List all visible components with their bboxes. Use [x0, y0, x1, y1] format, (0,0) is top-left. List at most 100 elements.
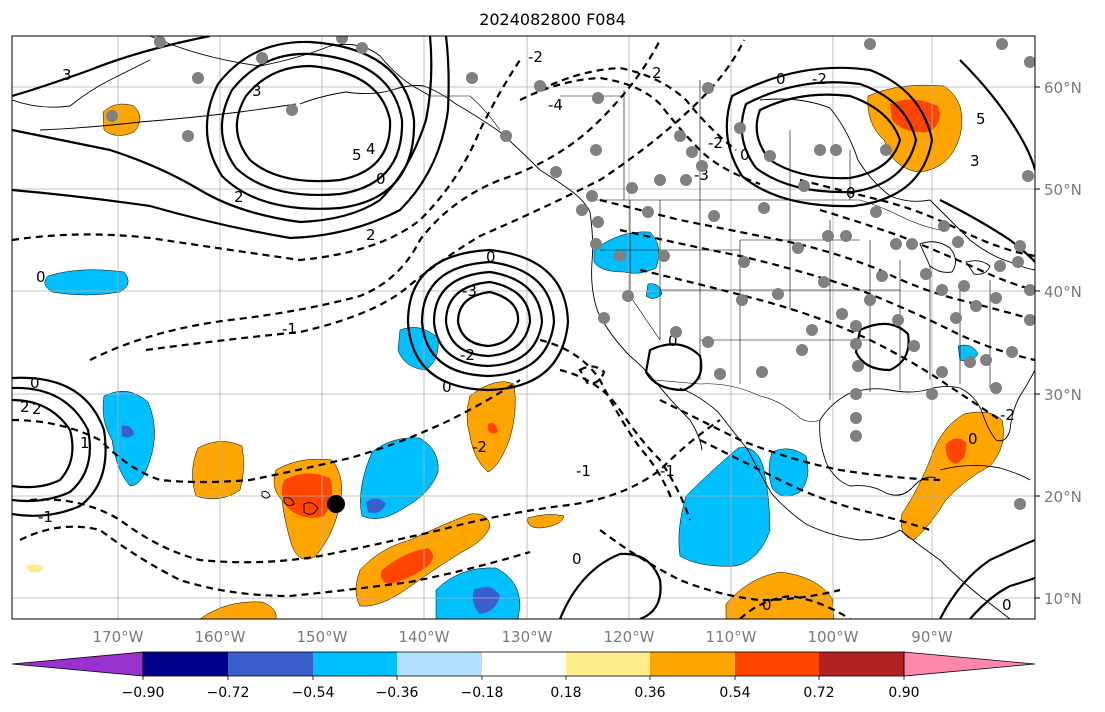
coast-florida	[981, 369, 1035, 442]
shade-orange-small	[527, 514, 565, 529]
station-dot	[880, 144, 892, 156]
station-dot	[836, 308, 848, 320]
contour-label: -2	[460, 346, 475, 364]
contour-label: -1	[576, 462, 591, 480]
border-canada-prov	[560, 80, 851, 200]
station-dot	[106, 110, 118, 122]
colorbar-extend-left	[11, 651, 144, 677]
station-dot	[964, 356, 976, 368]
contour-neg-10	[539, 338, 674, 501]
shade-blue-gulfmx	[768, 448, 809, 497]
contour-neg-19	[799, 178, 1035, 258]
coast-great-lakes	[919, 241, 991, 275]
station-dot	[870, 206, 882, 218]
lat-label-40n: 40°N	[1044, 283, 1082, 301]
station-dot	[576, 204, 588, 216]
shade-blue-mexico	[678, 447, 771, 567]
contour-label: 0	[762, 596, 772, 614]
border-alaska-canada	[430, 95, 501, 131]
contour-label: -2	[472, 438, 487, 456]
contour-hudson-4	[959, 59, 1035, 171]
contour-label: 1	[80, 434, 90, 452]
station-dot	[702, 336, 714, 348]
colorbar-label: −0.36	[376, 685, 419, 701]
contour-aleutian-2	[220, 52, 404, 197]
colorbar-segment	[650, 652, 735, 676]
coast-cuba	[939, 465, 1031, 481]
contour-label: 0	[486, 248, 496, 266]
contour-high-5	[406, 248, 570, 392]
colorbar-label: 0.18	[550, 685, 581, 701]
contour-neg-2	[89, 39, 661, 361]
station-dot	[936, 284, 948, 296]
contour-label: 0	[376, 170, 386, 188]
lat-label-20n: 20°N	[1044, 488, 1082, 506]
coast-russia	[12, 59, 151, 108]
contour-label: 5	[352, 146, 362, 164]
station-dot	[500, 130, 512, 142]
colorbar-segment	[313, 652, 397, 676]
shade-darkblue-westhawaii	[122, 425, 134, 438]
coast-gulf-mexico	[819, 419, 937, 496]
station-dot	[466, 72, 478, 84]
station-dot	[864, 38, 876, 50]
lat-tick-marks	[1035, 86, 1040, 599]
colorbar-segment	[397, 652, 482, 676]
station-dot	[1014, 240, 1026, 252]
contour-label: 0	[1002, 596, 1012, 614]
coast-mexico-west	[747, 449, 901, 541]
contour-label: 0	[668, 332, 678, 350]
contour-aleutian-3	[205, 40, 416, 210]
colorbar-label: −0.90	[122, 685, 165, 701]
contour-label: 3	[252, 82, 262, 100]
station-dot	[764, 150, 776, 162]
station-dot	[850, 430, 862, 442]
station-dot	[936, 366, 948, 378]
contour-aleutian-4	[12, 36, 211, 98]
station-dot	[696, 160, 708, 172]
contour-se-1	[939, 538, 1035, 619]
contour-wpac-3	[12, 376, 107, 517]
station-dot	[906, 238, 918, 250]
colorbar-segment	[819, 652, 904, 676]
station-dot	[534, 80, 546, 92]
contour-label: -2	[708, 134, 723, 152]
contour-label: 3	[62, 66, 72, 84]
station-dot	[642, 206, 654, 218]
contour-neg-13	[639, 268, 1001, 421]
coast-alaska-south	[299, 85, 541, 171]
coast-aleutians	[39, 103, 297, 131]
station-dot	[670, 326, 682, 338]
station-dot	[876, 270, 888, 282]
lat-label-50n: 50°N	[1044, 181, 1082, 199]
contour-neg-20	[819, 208, 1035, 292]
contour-label: 5	[976, 110, 986, 128]
colorbar-label: −0.18	[461, 685, 504, 701]
station-dot	[256, 52, 268, 64]
contour-label: 2	[20, 398, 30, 416]
shade-blue-westhawaii	[102, 390, 155, 487]
station-dot	[598, 312, 610, 324]
station-dot	[590, 238, 602, 250]
station-dot	[680, 174, 692, 186]
station-dot	[654, 174, 666, 186]
lon-label-150w: 150°W	[297, 628, 348, 646]
colorbar-label: −0.72	[207, 685, 250, 701]
station-dot	[814, 144, 826, 156]
colorbar-label: −0.54	[292, 685, 335, 701]
station-dot	[1024, 314, 1035, 326]
station-dot	[926, 388, 938, 400]
lon-label-120w: 120°W	[604, 628, 655, 646]
shade-darkblue-south	[472, 587, 500, 614]
contour-neg-3	[145, 39, 745, 352]
station-dot	[1006, 346, 1018, 358]
contour-label: 0	[30, 374, 40, 392]
shade-red-central	[488, 423, 498, 434]
contour-neg-11	[599, 198, 1035, 322]
contour-labels: 3 2 3 5 4 0 2 0 -2 -4 2 -2 0 -3 0 -2 5 3…	[20, 48, 1015, 614]
lat-label-10n: 10°N	[1044, 590, 1082, 608]
station-dot	[622, 290, 634, 302]
contour-label: -1	[282, 320, 297, 338]
contour-neg-18	[578, 365, 606, 386]
contour-wpac-1	[12, 398, 74, 489]
